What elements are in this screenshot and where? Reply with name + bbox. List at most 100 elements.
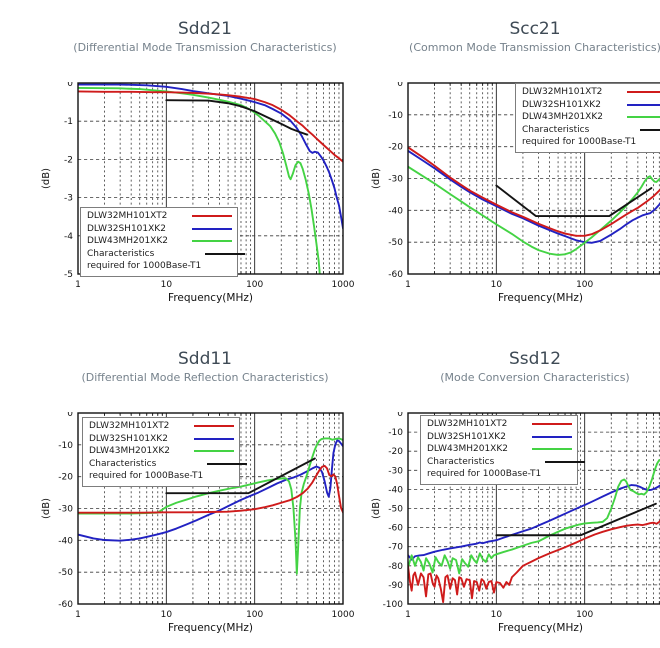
svg-text:-40: -40 (388, 206, 403, 216)
legend-line-swatch (640, 128, 660, 131)
legend: DLW32MH101XT2 DLW32SH101XK2 DLW43MH201XK2 C… (82, 417, 248, 487)
svg-text:-3: -3 (64, 194, 73, 204)
svg-text:100: 100 (246, 610, 263, 620)
svg-text:-60: -60 (388, 524, 403, 534)
legend-label: Characteristics required for 1000Base-T1 (427, 456, 542, 480)
svg-text:-20: -20 (388, 143, 403, 153)
legend-entry: Characteristics required for 1000Base-T1 (427, 456, 586, 481)
svg-text:1: 1 (75, 610, 81, 620)
legend-line-swatch (207, 462, 248, 465)
plot-area-sdd11: 0 -10 -20 -30 -40 -50 -60 1 10 100 1000 Frequency(M… (40, 409, 370, 644)
legend-line-swatch (627, 91, 660, 93)
legend-line-swatch (194, 437, 234, 440)
svg-text:-100: -100 (383, 600, 404, 610)
legend: DLW32MH101XT2 DLW32SH101XK2 DLW43MH201XK2 C… (515, 83, 660, 153)
svg-text:100: 100 (576, 280, 593, 290)
legend-entry: DLW43MH201XK2 (522, 111, 660, 124)
svg-text:-50: -50 (388, 238, 403, 248)
legend-entry: DLW43MH201XK2 (87, 235, 232, 248)
chart-subtitle-ssd12: (Mode Conversion Characteristics) (440, 371, 630, 384)
svg-text:1000: 1000 (332, 280, 355, 290)
y-axis-label: (dB) (41, 168, 52, 189)
svg-text:-4: -4 (64, 232, 73, 242)
legend-entry: Characteristics required for 1000Base-T1 (89, 458, 248, 483)
chart-title-ssd12: Ssd12 (508, 349, 562, 369)
chart-scc21: Scc21 (Common Mode Transmission Characte… (370, 16, 660, 326)
svg-text:-40: -40 (388, 485, 403, 495)
legend-line-swatch (532, 435, 572, 438)
legend-entry: Characteristics required for 1000Base-T1 (87, 248, 246, 273)
svg-text:-1: -1 (64, 117, 73, 127)
legend-line-swatch (532, 423, 572, 425)
x-axis-label: Frequency(MHz) (168, 622, 253, 634)
svg-text:-30: -30 (388, 466, 403, 476)
legend-label: Characteristics required for 1000Base-T1 (89, 458, 204, 482)
legend-line-swatch (192, 215, 232, 217)
svg-text:-5: -5 (64, 270, 73, 280)
legend-label: DLW43MH201XK2 (89, 446, 170, 457)
y-axis-label: (dB) (41, 498, 52, 519)
svg-text:100: 100 (246, 280, 263, 290)
svg-text:-60: -60 (388, 270, 403, 280)
legend-line-swatch (192, 227, 232, 230)
svg-text:10: 10 (491, 280, 503, 290)
legend-line-swatch (194, 425, 234, 427)
legend-label: DLW32MH101XT2 (89, 421, 170, 431)
legend-entry: DLW32MH101XT2 (87, 210, 232, 223)
legend-line-swatch (627, 103, 660, 106)
svg-text:-10: -10 (388, 111, 403, 121)
svg-text:0: 0 (67, 82, 73, 89)
plot-area-scc21: 0-10-20-30-40-50-601101001000Frequency(M… (370, 79, 660, 314)
legend-label: DLW32MH101XT2 (522, 87, 603, 97)
chart-ssd12: Ssd12 (Mode Conversion Characteristics) … (370, 326, 660, 637)
legend-label: DLW32SH101XK2 (87, 223, 166, 234)
x-axis-label: Frequency(MHz) (498, 622, 583, 634)
legend-entry: DLW32SH101XK2 (89, 433, 234, 446)
svg-text:0: 0 (397, 82, 403, 89)
svg-text:-10: -10 (58, 441, 73, 451)
legend: DLW32MH101XT2 DLW32SH101XK2 DLW43MH201XK2 C… (420, 415, 586, 485)
svg-text:0: 0 (67, 412, 73, 419)
svg-text:1: 1 (75, 280, 81, 290)
svg-text:-20: -20 (388, 447, 403, 457)
svg-text:-2: -2 (64, 155, 73, 165)
legend-entry: DLW32MH101XT2 (427, 418, 572, 431)
legend-entry: DLW32MH101XT2 (89, 420, 234, 433)
svg-text:-90: -90 (388, 581, 403, 591)
legend-label: DLW32MH101XT2 (427, 419, 508, 429)
svg-text:-60: -60 (58, 600, 73, 610)
plot-area-ssd12: 0-10-20-30-40-50-60-70-80-90-10011010010… (370, 409, 660, 644)
legend-line-swatch (532, 448, 572, 451)
svg-text:-40: -40 (58, 536, 73, 546)
svg-text:1: 1 (405, 610, 411, 620)
chart-sdd21: Sdd21 (Differential Mode Transmission Ch… (40, 16, 370, 326)
svg-text:100: 100 (576, 610, 593, 620)
chart-subtitle-sdd11: (Differential Mode Reflection Characteri… (81, 371, 329, 384)
legend-entry: DLW32SH101XK2 (427, 431, 572, 444)
svg-text:1000: 1000 (332, 610, 355, 620)
legend-entry: DLW43MH201XK2 (89, 445, 234, 458)
legend-label: DLW32MH101XT2 (87, 211, 168, 221)
svg-text:-70: -70 (388, 543, 403, 553)
legend-label: DLW32SH101XK2 (522, 99, 601, 110)
legend-line-swatch (192, 240, 232, 243)
legend: DLW32MH101XT2 DLW32SH101XK2 DLW43MH201XK2 C… (80, 207, 246, 277)
legend-label: Characteristics required for 1000Base-T1 (87, 248, 202, 272)
svg-text:0: 0 (397, 412, 403, 419)
x-axis-label: Frequency(MHz) (498, 292, 583, 304)
svg-text:-50: -50 (58, 568, 73, 578)
svg-text:-20: -20 (58, 473, 73, 483)
svg-text:-30: -30 (388, 175, 403, 185)
svg-text:1: 1 (405, 280, 411, 290)
svg-text:-10: -10 (388, 428, 403, 438)
legend-label: DLW32SH101XK2 (89, 433, 168, 444)
legend-label: DLW43MH201XK2 (522, 112, 603, 123)
chart-subtitle-scc21: (Common Mode Transmission Characteristic… (409, 41, 660, 54)
chart-title-scc21: Scc21 (509, 19, 561, 39)
x-axis-label: Frequency(MHz) (168, 292, 253, 304)
svg-text:-50: -50 (388, 505, 403, 515)
plot-area-sdd21: 0 -1 -2 -3 -4 -5 1 10 100 1000 Frequency(MHz) (dB) D… (40, 79, 370, 314)
y-axis-label: (dB) (371, 168, 382, 189)
legend-line-swatch (205, 252, 246, 255)
legend-line-swatch (194, 450, 234, 453)
